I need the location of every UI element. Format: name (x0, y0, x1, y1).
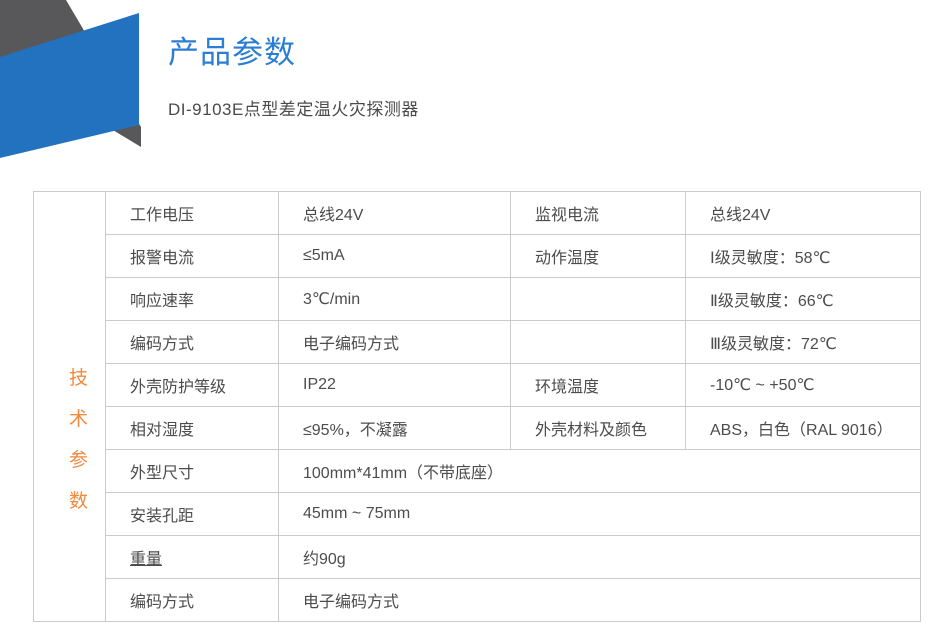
side-label-char: 术 (68, 408, 88, 430)
spec-label: 响应速率 (105, 277, 279, 321)
table-row: 重量 约90g (34, 535, 921, 579)
spec-value: Ⅲ级灵敏度：72℃ (685, 320, 921, 364)
spec-label: 重量 (105, 535, 279, 579)
spec-value: Ⅱ级灵敏度：66℃ (685, 277, 921, 321)
blue-flag-shape (0, 13, 139, 158)
side-label-technical-params: 技 术 参 数 (33, 191, 106, 622)
spec-value: -10℃ ~ +50℃ (685, 363, 921, 407)
spec-value: ABS，白色（RAL 9016） (685, 406, 921, 450)
side-label-char: 技 (68, 367, 88, 389)
spec-label-empty (510, 320, 686, 364)
spec-value: ≤95%，不凝露 (278, 406, 511, 450)
spec-value: ≤5mA (278, 234, 511, 278)
spec-label: 报警电流 (105, 234, 279, 278)
spec-value: 电子编码方式 (278, 578, 921, 622)
product-subtitle: DI-9103E点型差定温火灾探测器 (168, 99, 419, 119)
header-decoration (0, 0, 141, 158)
spec-label: 编码方式 (105, 320, 279, 364)
spec-label: 外壳防护等级 (105, 363, 279, 407)
spec-value: 100mm*41mm（不带底座） (278, 449, 921, 493)
spec-value: 总线24V (278, 191, 511, 235)
spec-label: 相对湿度 (105, 406, 279, 450)
spec-value: Ⅰ级灵敏度：58℃ (685, 234, 921, 278)
side-label-chars: 技 术 参 数 (58, 303, 99, 511)
spec-value: IP22 (278, 363, 511, 407)
table-row: 响应速率 3℃/min Ⅱ级灵敏度：66℃ (34, 277, 921, 321)
spec-value: 45mm ~ 75mm (278, 492, 921, 536)
spec-label-empty (510, 277, 686, 321)
spec-table: 技 术 参 数 工作电压 总线24V 监视电流 总线24V 报警电流 ≤5mA … (33, 191, 921, 622)
spec-label: 编码方式 (105, 578, 279, 622)
table-row: 报警电流 ≤5mA 动作温度 Ⅰ级灵敏度：58℃ (34, 234, 921, 278)
side-label-char: 数 (68, 490, 88, 512)
table-row: 安装孔距 45mm ~ 75mm (34, 492, 921, 536)
page-title: 产品参数 (168, 35, 296, 70)
table-row: 外壳防护等级 IP22 环境温度 -10℃ ~ +50℃ (34, 363, 921, 407)
page-header: 产品参数 DI-9103E点型差定温火灾探测器 (168, 34, 419, 120)
spec-label: 安装孔距 (105, 492, 279, 536)
spec-label: 外壳材料及颜色 (510, 406, 686, 450)
table-row: 编码方式 电子编码方式 Ⅲ级灵敏度：72℃ (34, 320, 921, 364)
table-row: 编码方式 电子编码方式 (34, 578, 921, 622)
spec-label: 监视电流 (510, 191, 686, 235)
spec-value: 约90g (278, 535, 921, 579)
table-row: 相对湿度 ≤95%，不凝露 外壳材料及颜色 ABS，白色（RAL 9016） (34, 406, 921, 450)
spec-value: 3℃/min (278, 277, 511, 321)
table-row: 技 术 参 数 工作电压 总线24V 监视电流 总线24V (33, 191, 921, 622)
spec-label: 工作电压 (105, 191, 279, 235)
side-label-char: 参 (68, 449, 88, 471)
spec-label: 动作温度 (510, 234, 686, 278)
spec-label: 外型尺寸 (105, 449, 279, 493)
spec-label: 环境温度 (510, 363, 686, 407)
table-row: 外型尺寸 100mm*41mm（不带底座） (34, 449, 921, 493)
spec-value: 电子编码方式 (278, 320, 511, 364)
spec-value: 总线24V (685, 191, 921, 235)
